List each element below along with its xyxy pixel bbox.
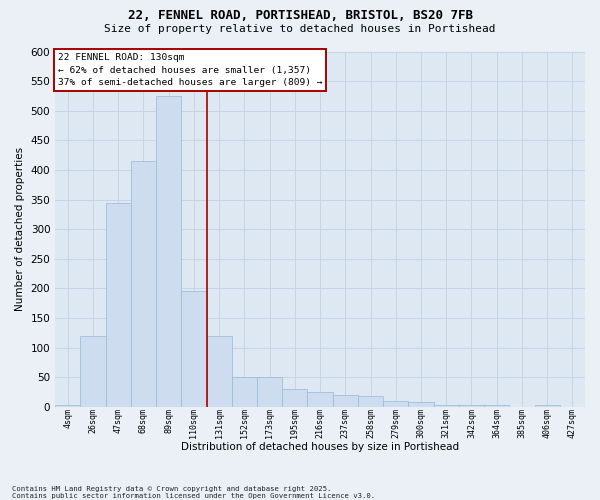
Bar — [383, 401, 409, 407]
Bar — [156, 96, 181, 407]
Bar — [358, 396, 383, 407]
Bar — [257, 378, 282, 407]
Bar — [282, 389, 307, 407]
Bar — [332, 395, 358, 407]
X-axis label: Distribution of detached houses by size in Portishead: Distribution of detached houses by size … — [181, 442, 459, 452]
Text: Size of property relative to detached houses in Portishead: Size of property relative to detached ho… — [104, 24, 496, 34]
Bar — [459, 405, 484, 407]
Bar — [206, 336, 232, 407]
Bar — [55, 405, 80, 407]
Bar — [232, 378, 257, 407]
Bar — [181, 292, 206, 407]
Bar — [106, 202, 131, 407]
Bar — [434, 404, 459, 407]
Bar — [484, 405, 509, 407]
Bar — [409, 402, 434, 407]
Bar — [80, 336, 106, 407]
Bar — [131, 161, 156, 407]
Y-axis label: Number of detached properties: Number of detached properties — [15, 147, 25, 312]
Bar — [307, 392, 332, 407]
Text: 22, FENNEL ROAD, PORTISHEAD, BRISTOL, BS20 7FB: 22, FENNEL ROAD, PORTISHEAD, BRISTOL, BS… — [128, 9, 473, 22]
Text: Contains HM Land Registry data © Crown copyright and database right 2025.
Contai: Contains HM Land Registry data © Crown c… — [12, 486, 375, 499]
Bar — [535, 405, 560, 407]
Text: 22 FENNEL ROAD: 130sqm
← 62% of detached houses are smaller (1,357)
37% of semi-: 22 FENNEL ROAD: 130sqm ← 62% of detached… — [58, 54, 322, 88]
